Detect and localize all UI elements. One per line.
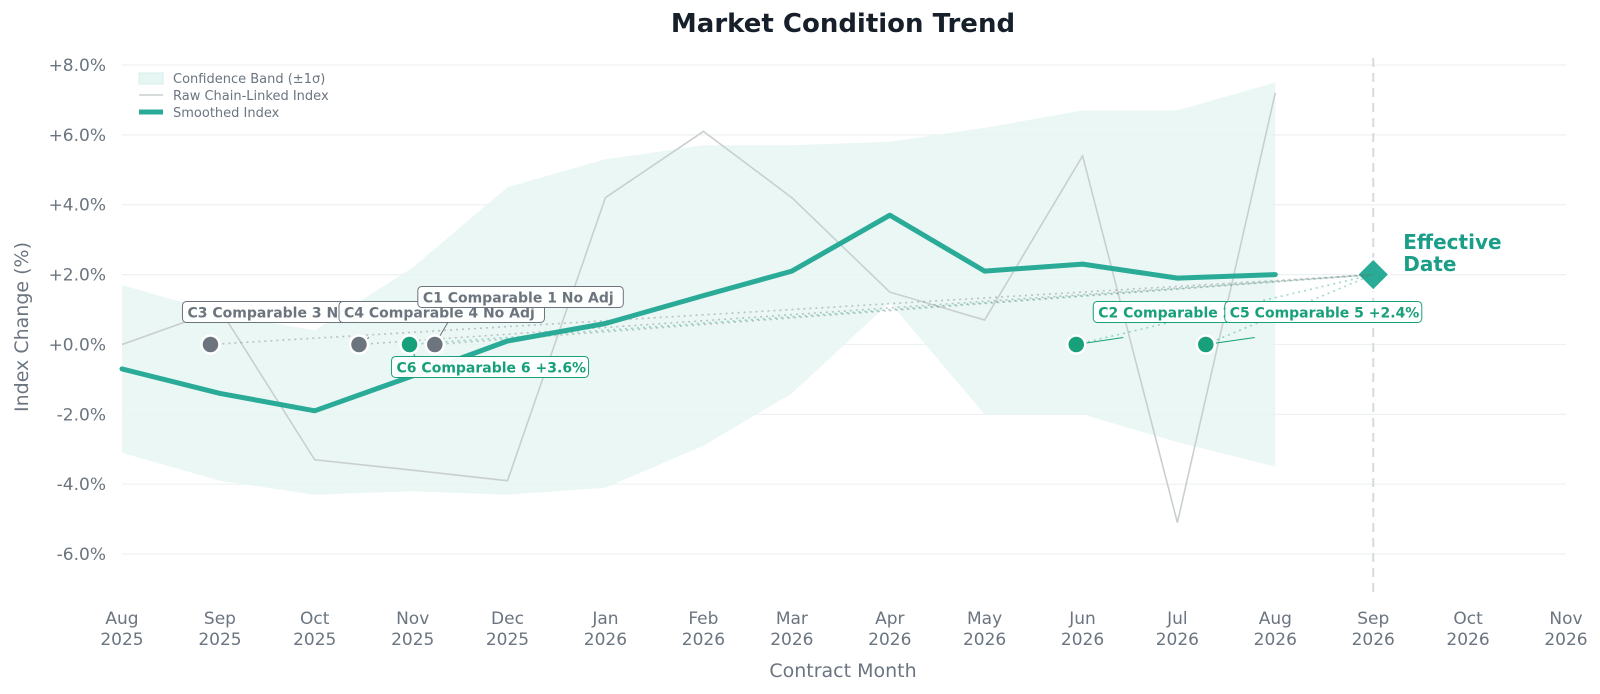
comparable-label: C4 Comparable 4 No Adj xyxy=(344,305,535,321)
chart-title: Market Condition Trend xyxy=(671,9,1015,39)
comparable-callout-c1: C1 Comparable 1 No Adj xyxy=(417,285,624,355)
comparable-label: C1 Comparable 1 No Adj xyxy=(423,290,614,306)
legend-swatch-band xyxy=(138,72,164,85)
x-axis-label: Contract Month xyxy=(769,660,916,682)
y-axis-label: Index Change (%) xyxy=(11,242,33,412)
comparable-marker xyxy=(200,334,221,355)
comparable-marker xyxy=(1195,334,1217,355)
comparable-connector xyxy=(409,273,1374,346)
x-tick-month: Jan xyxy=(591,609,618,629)
x-tick-year: 2026 xyxy=(1156,630,1199,650)
x-tick-month: Aug xyxy=(1259,609,1292,629)
legend-box xyxy=(133,66,338,126)
effective-date-label: Effective xyxy=(1403,230,1501,254)
x-tick-month: Apr xyxy=(875,609,904,629)
comparable-marker xyxy=(348,334,370,355)
x-tick-year: 2026 xyxy=(1544,630,1587,650)
x-tick-year: 2026 xyxy=(770,630,813,650)
x-tick-month: Sep xyxy=(204,609,236,629)
smoothed-index-line xyxy=(119,212,1278,414)
x-tick-month: Sep xyxy=(1357,609,1389,629)
x-tick-year: 2026 xyxy=(682,630,725,650)
x-tick-year: 2025 xyxy=(391,630,434,650)
x-tick-month: Aug xyxy=(105,609,138,629)
comparable-label: C3 Comparable 3 No xyxy=(187,305,348,321)
effective-date-label: Date xyxy=(1403,252,1456,276)
raw-index-line xyxy=(121,92,1277,523)
legend-label: Raw Chain-Linked Index xyxy=(173,89,329,104)
x-tick-month: Jul xyxy=(1166,609,1188,629)
x-tick-month: Nov xyxy=(1549,609,1582,629)
callout-box xyxy=(391,355,590,378)
x-tick-year: 2026 xyxy=(1446,630,1489,650)
comparable-label: C2 Comparable 2 xyxy=(1098,305,1232,321)
x-tick-month: Oct xyxy=(1453,609,1483,629)
comparable-marker xyxy=(1065,334,1087,355)
x-axis-ticks: Aug2025Sep2025Oct2025Nov2025Dec2025Jan20… xyxy=(100,609,1587,650)
y-tick-label: +8.0% xyxy=(49,56,106,76)
comparable-label: C6 Comparable 6 +3.6% xyxy=(397,360,587,376)
x-tick-year: 2026 xyxy=(1254,630,1297,650)
x-tick-year: 2025 xyxy=(100,630,143,650)
callout-box xyxy=(1224,300,1423,323)
y-tick-label: -6.0% xyxy=(57,545,106,565)
comparable-callout-c2: C2 Comparable 2 xyxy=(1065,300,1232,355)
comparable-callout-c6: C6 Comparable 6 +3.6% xyxy=(391,334,590,378)
x-tick-year: 2025 xyxy=(198,630,241,650)
comparable-callout-c5: C5 Comparable 5 +2.4% xyxy=(1195,300,1423,355)
legend-label: Smoothed Index xyxy=(173,106,280,121)
x-tick-month: Oct xyxy=(300,609,330,629)
confidence-band xyxy=(122,82,1276,495)
comparable-marker xyxy=(424,334,446,355)
legend-label: Confidence Band (±1σ) xyxy=(173,72,325,87)
x-tick-year: 2026 xyxy=(868,630,911,650)
comparable-marker xyxy=(399,334,420,355)
y-tick-label: +0.0% xyxy=(49,335,106,355)
x-tick-month: May xyxy=(967,609,1002,629)
legend: Confidence Band (±1σ) Raw Chain-Linked In… xyxy=(133,66,338,126)
x-tick-year: 2026 xyxy=(1061,630,1104,650)
x-tick-year: 2026 xyxy=(1352,630,1395,650)
y-tick-label: +6.0% xyxy=(49,126,106,146)
y-tick-label: +4.0% xyxy=(49,196,106,216)
effective-date-marker xyxy=(1355,257,1391,293)
y-tick-label: -4.0% xyxy=(57,475,106,495)
callout-box xyxy=(417,285,624,308)
comparable-connector xyxy=(434,273,1374,346)
comparable-connector xyxy=(210,273,1374,346)
y-tick-label: -2.0% xyxy=(57,405,106,425)
smoothed-index-layer xyxy=(119,212,1278,414)
x-tick-year: 2025 xyxy=(293,630,336,650)
comparable-label: C5 Comparable 5 +2.4% xyxy=(1230,305,1420,321)
x-tick-month: Feb xyxy=(688,609,718,629)
x-tick-month: Dec xyxy=(491,609,524,629)
raw-index-layer xyxy=(121,92,1277,523)
confidence-band-layer xyxy=(122,82,1276,495)
x-tick-year: 2025 xyxy=(486,630,529,650)
x-tick-month: Nov xyxy=(396,609,429,629)
y-axis-ticks: +8.0% +6.0% +4.0% +2.0% +0.0% -2.0% -4.0% -6.0% xyxy=(49,56,106,565)
comparable-connector xyxy=(358,273,1374,346)
x-tick-year: 2026 xyxy=(584,630,627,650)
comparable-callout-c3: C3 Comparable 3 No xyxy=(181,300,355,355)
x-tick-month: Mar xyxy=(776,609,808,629)
x-tick-year: 2026 xyxy=(963,630,1006,650)
x-tick-month: Jun xyxy=(1068,609,1096,629)
y-tick-label: +2.0% xyxy=(49,266,106,286)
